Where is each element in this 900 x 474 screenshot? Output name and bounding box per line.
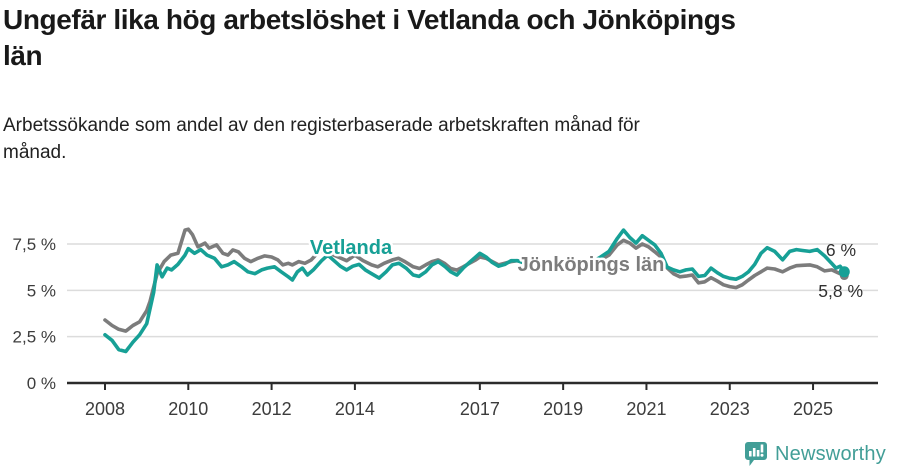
y-tick-label: 7,5 % <box>13 235 56 254</box>
chart-subtitle: Arbetssökande som andel av den registerb… <box>3 112 833 166</box>
x-tick-label: 2021 <box>626 399 666 419</box>
x-tick-label: 2017 <box>460 399 500 419</box>
newsworthy-wordmark: Newsworthy <box>775 442 886 465</box>
x-tick-label: 2025 <box>793 399 833 419</box>
title-line-2: län <box>3 40 43 71</box>
end-value-label-vetlanda: 6 % <box>826 240 856 260</box>
y-tick-label: 0 % <box>27 374 56 393</box>
x-tick-label: 2008 <box>85 399 125 419</box>
newsworthy-logo[interactable]: Newsworthy <box>744 441 886 467</box>
end-value-label-jonkopings-lan: 5,8 % <box>818 281 863 301</box>
newsworthy-icon <box>745 442 767 466</box>
x-tick-label: 2023 <box>710 399 750 419</box>
series-line-vetlanda <box>103 228 847 354</box>
x-tick-label: 2012 <box>252 399 292 419</box>
y-tick-label: 2,5 % <box>13 328 56 347</box>
subtitle-line-2: månad. <box>3 142 67 163</box>
series-label-vetlanda: Vetlanda <box>310 237 393 259</box>
x-tick-label: 2010 <box>168 399 208 419</box>
end-dot-vetlanda <box>838 266 850 278</box>
title-line-1: Ungefär lika hög arbetslöshet i Vetlanda… <box>3 4 736 35</box>
x-tick-label: 2014 <box>335 399 375 419</box>
x-tick-label: 2019 <box>543 399 583 419</box>
series-label-jonkopings-lan: Jönköpings län <box>518 254 665 276</box>
y-tick-label: 5 % <box>27 281 56 300</box>
page-title: Ungefär lika hög arbetslöshet i Vetlanda… <box>3 2 897 74</box>
subtitle-line-1: Arbetssökande som andel av den registerb… <box>3 115 640 136</box>
